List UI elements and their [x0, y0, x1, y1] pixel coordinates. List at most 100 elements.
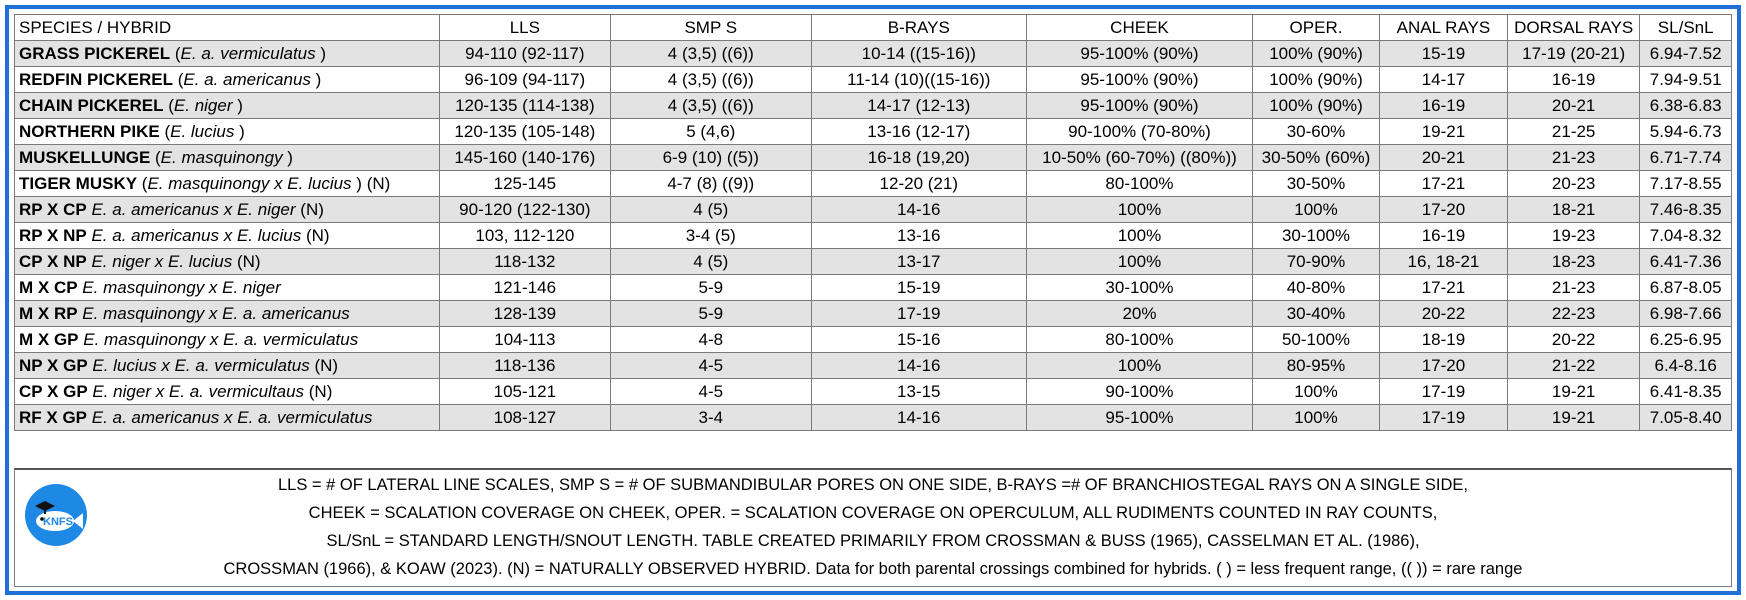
species-name-cell: M X CP E. masquinongy x E. niger	[14, 274, 440, 301]
header-lls: LLS	[438, 14, 611, 41]
table-row: CHAIN PICKEREL (E. niger ) 120-135 (114-1…	[14, 92, 1732, 119]
cell-cheek: 95-100% (90%)	[1025, 66, 1254, 93]
header-sl: SL/SnL	[1639, 14, 1732, 41]
fish-graduation-cap-icon: KNFS	[25, 484, 87, 546]
cell-sl: 7.94-9.51	[1639, 66, 1732, 93]
scientific-name: E. niger x E. a. vermicultaus	[92, 381, 305, 401]
cell-dorsal: 21-25	[1506, 118, 1641, 145]
cell-sl: 6.38-6.83	[1639, 92, 1732, 119]
species-name-cell: TIGER MUSKY (E. masquinongy x E. lucius …	[14, 170, 440, 197]
header-smp: SMP S	[609, 14, 812, 41]
header-species: SPECIES / HYBRID	[14, 14, 440, 41]
natural-hybrid-note: (N)	[305, 225, 330, 245]
scientific-name: E. masquinongy x E. lucius	[147, 173, 352, 193]
cell-lls: 103, 112-120	[438, 222, 611, 249]
cell-brays: 14-16	[810, 196, 1027, 223]
cell-cheek: 80-100%	[1025, 170, 1254, 197]
cell-oper: 80-95%	[1252, 352, 1380, 379]
cell-cheek: 10-50% (60-70%) ((80%))	[1025, 144, 1254, 171]
cell-cheek: 100%	[1025, 352, 1254, 379]
species-code: CP X GP	[19, 381, 88, 401]
cell-brays: 15-19	[810, 274, 1027, 301]
natural-hybrid-note: (N)	[366, 173, 391, 193]
cell-sl: 6.41-7.36	[1639, 248, 1732, 275]
natural-hybrid-note: (N)	[308, 381, 333, 401]
cell-brays: 13-16	[810, 222, 1027, 249]
cell-dorsal: 18-21	[1506, 196, 1641, 223]
scientific-name: E. niger	[173, 95, 233, 115]
species-name-cell: NORTHERN PIKE (E. lucius )	[14, 118, 440, 145]
cell-smp: 4-8	[609, 326, 812, 353]
scientific-name: E. masquinongy	[160, 147, 283, 167]
cell-sl: 7.04-8.32	[1639, 222, 1732, 249]
header-oper: OPER.	[1252, 14, 1380, 41]
cell-lls: 94-110 (92-117)	[438, 40, 611, 67]
cell-brays: 17-19	[810, 300, 1027, 327]
cell-brays: 14-17 (12-13)	[810, 92, 1027, 119]
cell-dorsal: 19-23	[1506, 222, 1641, 249]
table-row: MUSKELLUNGE (E. masquinongy ) 145-160 (14…	[14, 144, 1732, 171]
species-code: M X CP	[19, 277, 78, 297]
table-row: M X RP E. masquinongy x E. a. americanus…	[14, 300, 1732, 327]
species-code: TIGER MUSKY	[19, 173, 138, 193]
species-code: CHAIN PICKEREL	[19, 95, 164, 115]
header-dorsal: DORSAL RAYS	[1506, 14, 1641, 41]
cell-sl: 6.71-7.74	[1639, 144, 1732, 171]
species-name-cell: RP X CP E. a. americanus x E. niger (N)	[14, 196, 440, 223]
cell-cheek: 30-100%	[1025, 274, 1254, 301]
cell-oper: 100% (90%)	[1252, 66, 1380, 93]
scientific-name: E. a. americanus x E. niger	[91, 199, 296, 219]
scientific-name: E. a. vermiculatus	[180, 43, 316, 63]
cell-smp: 3-4	[609, 404, 812, 431]
species-code: RP X NP	[19, 225, 87, 245]
cell-smp: 4 (5)	[609, 248, 812, 275]
legend-line-4: CROSSMAN (1966), & KOAW (2023). (N) = NA…	[223, 560, 1523, 578]
cell-anal: 16-19	[1378, 92, 1508, 119]
header-row: SPECIES / HYBRID LLS SMP S B-RAYS CHEEK …	[14, 14, 1732, 41]
species-name-cell: NP X GP E. lucius x E. a. vermiculatus (…	[14, 352, 440, 379]
cell-sl: 6.98-7.66	[1639, 300, 1732, 327]
page-frame: SPECIES / HYBRID LLS SMP S B-RAYS CHEEK …	[5, 5, 1741, 595]
cell-lls: 125-145	[438, 170, 611, 197]
cell-lls: 105-121	[438, 378, 611, 405]
cell-smp: 4-5	[609, 378, 812, 405]
cell-anal: 20-22	[1378, 300, 1508, 327]
cell-brays: 13-16 (12-17)	[810, 118, 1027, 145]
cell-brays: 12-20 (21)	[810, 170, 1027, 197]
table-row: GRASS PICKEREL (E. a. vermiculatus ) 94-1…	[14, 40, 1732, 67]
scientific-name: E. masquinongy x E. a. americanus	[82, 303, 350, 323]
cell-brays: 11-14 (10)((15-16))	[810, 66, 1027, 93]
species-name-cell: CP X GP E. niger x E. a. vermicultaus (N…	[14, 378, 440, 405]
legend-line-3: SL/SnL = STANDARD LENGTH/SNOUT LENGTH. T…	[326, 532, 1420, 550]
cell-brays: 14-16	[810, 352, 1027, 379]
cell-dorsal: 20-23	[1506, 170, 1641, 197]
table-row: RP X CP E. a. americanus x E. niger (N) 9…	[14, 196, 1732, 223]
cell-sl: 5.94-6.73	[1639, 118, 1732, 145]
species-name-cell: RP X NP E. a. americanus x E. lucius (N)	[14, 222, 440, 249]
cell-sl: 7.05-8.40	[1639, 404, 1732, 431]
cell-sl: 7.17-8.55	[1639, 170, 1732, 197]
cell-sl: 7.46-8.35	[1639, 196, 1732, 223]
cell-lls: 121-146	[438, 274, 611, 301]
table-row: TIGER MUSKY (E. masquinongy x E. lucius …	[14, 170, 1732, 197]
cell-lls: 96-109 (94-117)	[438, 66, 611, 93]
cell-lls: 145-160 (140-176)	[438, 144, 611, 171]
species-code: RF X GP	[19, 407, 88, 427]
species-table: SPECIES / HYBRID LLS SMP S B-RAYS CHEEK …	[14, 14, 1732, 431]
header-cheek: CHEEK	[1025, 14, 1254, 41]
cell-smp: 5-9	[609, 274, 812, 301]
cell-sl: 6.94-7.52	[1639, 40, 1732, 67]
cell-smp: 4-7 (8) ((9))	[609, 170, 812, 197]
cell-cheek: 100%	[1025, 248, 1254, 275]
table-row: M X CP E. masquinongy x E. niger 121-146 5…	[14, 274, 1732, 301]
legend-footer: KNFS LLS = # OF LATERAL LINE SCALES, SMP…	[14, 468, 1732, 587]
cell-anal: 17-20	[1378, 352, 1508, 379]
species-name-cell: CP X NP E. niger x E. lucius (N)	[14, 248, 440, 275]
species-code: REDFIN PICKEREL	[19, 69, 173, 89]
cell-dorsal: 21-22	[1506, 352, 1641, 379]
cell-anal: 17-21	[1378, 170, 1508, 197]
cell-smp: 4-5	[609, 352, 812, 379]
species-code: NP X GP	[19, 355, 88, 375]
scientific-name: E. niger x E. lucius	[91, 251, 233, 271]
table-row: CP X GP E. niger x E. a. vermicultaus (N…	[14, 378, 1732, 405]
